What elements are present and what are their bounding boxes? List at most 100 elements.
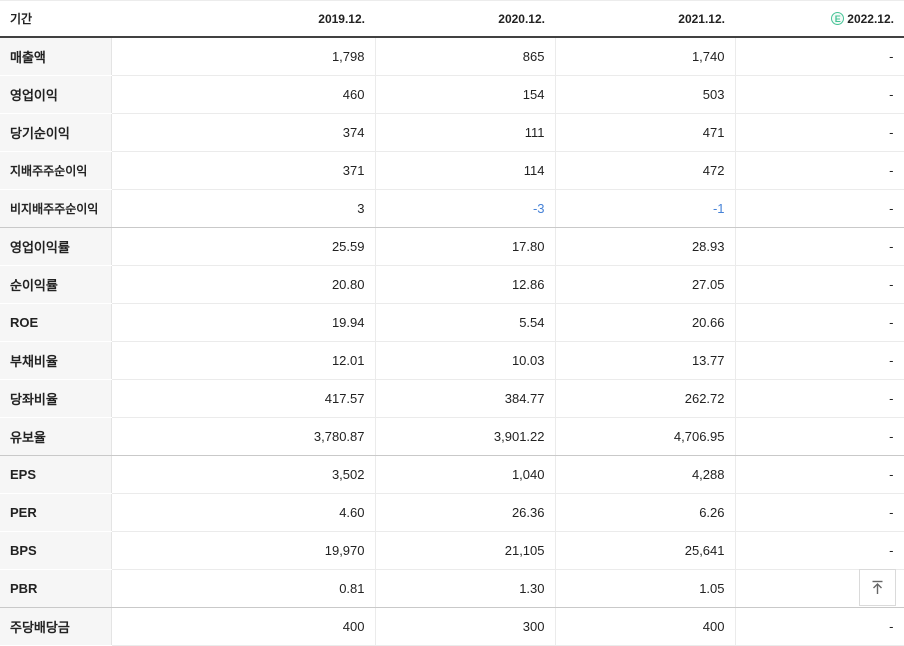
value-cell: 154 bbox=[374, 75, 555, 114]
row-label: EPS bbox=[0, 455, 112, 494]
value-cell: 3,502 bbox=[111, 455, 375, 494]
table-row: PER 4.60 26.36 6.26- bbox=[0, 493, 904, 532]
row-label: 순이익률 bbox=[0, 265, 112, 304]
value-cell: 400 bbox=[554, 607, 735, 646]
value-cell: - bbox=[734, 303, 904, 342]
table-row: 비지배주주순이익 3 -3 -1- bbox=[0, 189, 904, 228]
value-cell: - bbox=[734, 151, 904, 190]
row-label: 비지배주주순이익 bbox=[0, 189, 112, 228]
table-row: 순이익률 20.80 12.86 27.05- bbox=[0, 265, 904, 304]
column-header-2020-12: 2020.12. bbox=[375, 0, 555, 38]
value-cell: 25.59 bbox=[111, 227, 375, 266]
value-cell: - bbox=[734, 265, 904, 304]
value-cell: 1,040 bbox=[374, 455, 555, 494]
column-header-label: 2022.12. bbox=[847, 11, 894, 26]
row-label: 매출액 bbox=[0, 37, 112, 76]
table-row: 주당배당금 400 300 400- bbox=[0, 607, 904, 646]
table-row: 매출액 1,798 865 1,740- bbox=[0, 37, 904, 76]
value-cell: 417.57 bbox=[111, 379, 375, 418]
value-cell: 5.54 bbox=[374, 303, 555, 342]
row-label: 주당배당금 bbox=[0, 607, 112, 646]
value-cell: - bbox=[734, 75, 904, 114]
value-cell: 1.30 bbox=[374, 569, 555, 608]
value-cell: 20.66 bbox=[554, 303, 735, 342]
column-header-label: 2019.12. bbox=[318, 11, 365, 26]
value-cell: - bbox=[734, 531, 904, 570]
value-cell: 3 bbox=[111, 189, 375, 228]
row-label: BPS bbox=[0, 531, 112, 570]
table-row: 당좌비율 417.57 384.77 262.72- bbox=[0, 379, 904, 418]
value-cell: - bbox=[734, 379, 904, 418]
value-cell: - bbox=[734, 189, 904, 228]
value-cell: 1,740 bbox=[554, 37, 735, 76]
value-cell: 384.77 bbox=[374, 379, 555, 418]
value-cell: 503 bbox=[554, 75, 735, 114]
value-cell: 3,901.22 bbox=[374, 417, 555, 456]
value-cell: 1.05 bbox=[554, 569, 735, 608]
table-row: 영업이익률 25.59 17.80 28.93- bbox=[0, 227, 904, 266]
value-cell: - bbox=[734, 341, 904, 380]
table-row: 부채비율 12.01 10.03 13.77- bbox=[0, 341, 904, 380]
value-cell: 371 bbox=[111, 151, 375, 190]
table-row: ROE 19.94 5.54 20.66- bbox=[0, 303, 904, 342]
value-cell: 4,288 bbox=[554, 455, 735, 494]
scroll-to-top-button[interactable] bbox=[859, 569, 896, 606]
value-cell: - bbox=[734, 493, 904, 532]
value-cell: 4,706.95 bbox=[554, 417, 735, 456]
table-row: 지배주주순이익 371 114 472- bbox=[0, 151, 904, 190]
row-label: 영업이익률 bbox=[0, 227, 112, 266]
column-header-label: 2021.12. bbox=[678, 11, 725, 26]
table-row: EPS 3,502 1,040 4,288- bbox=[0, 455, 904, 494]
row-label: PBR bbox=[0, 569, 112, 608]
value-cell: 19,970 bbox=[111, 531, 375, 570]
value-cell: 17.80 bbox=[374, 227, 555, 266]
value-cell: -1 bbox=[554, 189, 735, 228]
column-header-label: 2020.12. bbox=[498, 11, 545, 26]
column-header-2022-12-estimate: E 2022.12. bbox=[735, 0, 904, 38]
column-header-2019-12: 2019.12. bbox=[111, 0, 375, 38]
table-row: 영업이익 460 154 503- bbox=[0, 75, 904, 114]
value-cell: - bbox=[734, 227, 904, 266]
value-cell: 20.80 bbox=[111, 265, 375, 304]
value-cell: - bbox=[734, 417, 904, 456]
value-cell: 1,798 bbox=[111, 37, 375, 76]
value-cell: 300 bbox=[374, 607, 555, 646]
table-row: 당기순이익 374 111 471- bbox=[0, 113, 904, 152]
value-cell: 13.77 bbox=[554, 341, 735, 380]
value-cell: 471 bbox=[554, 113, 735, 152]
value-cell: 374 bbox=[111, 113, 375, 152]
value-cell: 12.86 bbox=[374, 265, 555, 304]
row-label: 부채비율 bbox=[0, 341, 112, 380]
estimate-circle-e-icon: E bbox=[831, 11, 845, 25]
row-label: 당기순이익 bbox=[0, 113, 112, 152]
header-row: 기간 2019.12. 2020.12. 2021.12. E 2022.12. bbox=[0, 0, 904, 38]
value-cell: 400 bbox=[111, 607, 375, 646]
value-cell: 262.72 bbox=[554, 379, 735, 418]
row-label: 영업이익 bbox=[0, 75, 112, 114]
value-cell: 27.05 bbox=[554, 265, 735, 304]
value-cell: - bbox=[734, 607, 904, 646]
period-header-cell: 기간 bbox=[0, 0, 111, 38]
column-header-2021-12: 2021.12. bbox=[555, 0, 735, 38]
value-cell: - bbox=[734, 455, 904, 494]
value-cell: 3,780.87 bbox=[111, 417, 375, 456]
table-row: 유보율 3,780.87 3,901.22 4,706.95- bbox=[0, 417, 904, 456]
row-label: 유보율 bbox=[0, 417, 112, 456]
value-cell: 28.93 bbox=[554, 227, 735, 266]
value-cell: 460 bbox=[111, 75, 375, 114]
row-label: 지배주주순이익 bbox=[0, 151, 112, 190]
value-cell: 21,105 bbox=[374, 531, 555, 570]
row-label: PER bbox=[0, 493, 112, 532]
value-cell: 25,641 bbox=[554, 531, 735, 570]
value-cell: 111 bbox=[374, 113, 555, 152]
table-row: BPS 19,970 21,105 25,641- bbox=[0, 531, 904, 570]
value-cell: 114 bbox=[374, 151, 555, 190]
value-cell: -3 bbox=[374, 189, 555, 228]
arrow-up-to-top-icon bbox=[869, 579, 886, 596]
value-cell: - bbox=[734, 113, 904, 152]
value-cell: - bbox=[734, 37, 904, 76]
value-cell: 4.60 bbox=[111, 493, 375, 532]
row-label: ROE bbox=[0, 303, 112, 342]
